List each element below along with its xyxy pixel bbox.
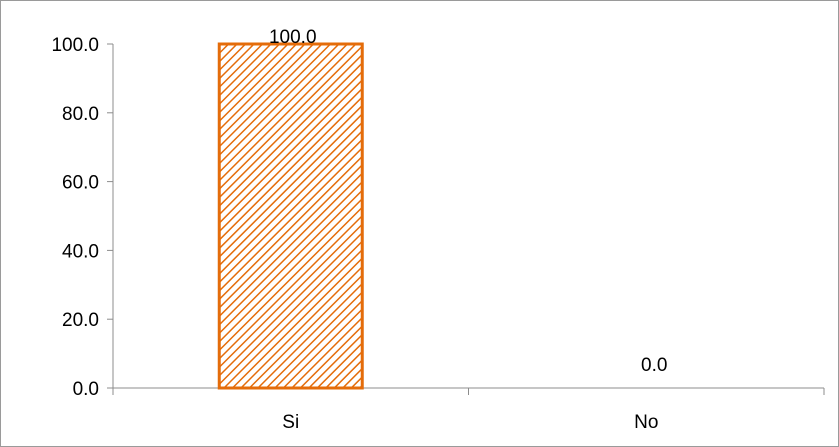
bars [217, 42, 364, 390]
y-tick-label: 40.0 [62, 241, 99, 262]
bar-si [217, 42, 364, 390]
y-tick-label: 0.0 [73, 379, 99, 400]
y-tick-label: 20.0 [62, 310, 99, 331]
data-label-si: 100.0 [269, 27, 317, 48]
labels: 0.0 20.0 40.0 60.0 80.0 100.0 100.0 Si 0.0 No [51, 27, 667, 433]
x-tick-label-no: No [634, 412, 658, 433]
y-tick-label: 100.0 [51, 35, 99, 56]
x-tick-label-si: Si [282, 412, 299, 433]
axes [107, 43, 825, 395]
y-tick-label: 60.0 [62, 173, 99, 194]
y-tick-label: 80.0 [62, 104, 99, 125]
data-label-no: 0.0 [641, 355, 667, 376]
